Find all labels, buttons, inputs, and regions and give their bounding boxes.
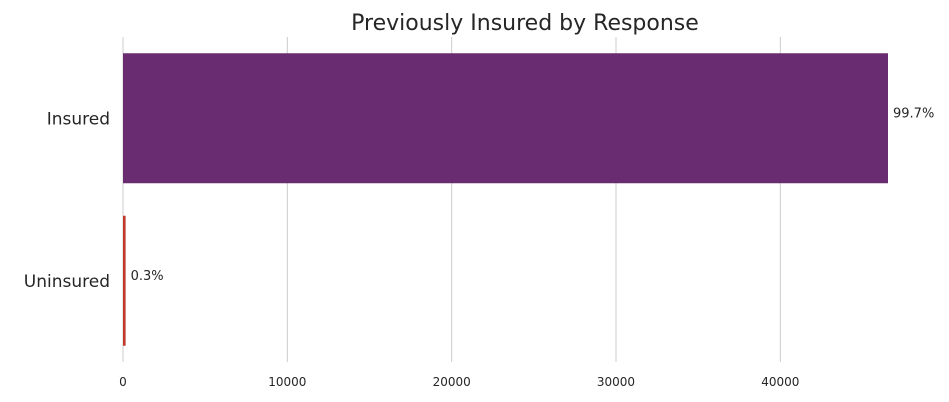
bar-insured: [123, 53, 888, 184]
bars: [123, 53, 888, 346]
data-labels: 99.7% 0.3%: [131, 106, 935, 284]
x-tick-label-0: 0: [119, 375, 127, 389]
category-labels: Insured Uninsured: [24, 109, 110, 292]
data-label-insured: 99.7%: [893, 106, 934, 121]
x-tick-labels: 0 10000 20000 30000 40000: [119, 375, 799, 389]
x-tick-label-10000: 10000: [268, 375, 306, 389]
x-tick-label-40000: 40000: [761, 375, 799, 389]
data-label-uninsured: 0.3%: [131, 269, 164, 284]
chart-title: Previously Insured by Response: [351, 11, 699, 36]
category-label-insured: Insured: [47, 109, 110, 129]
category-label-uninsured: Uninsured: [24, 272, 110, 292]
bar-uninsured: [123, 215, 126, 346]
x-tick-label-30000: 30000: [597, 375, 635, 389]
x-tick-label-20000: 20000: [433, 375, 471, 389]
